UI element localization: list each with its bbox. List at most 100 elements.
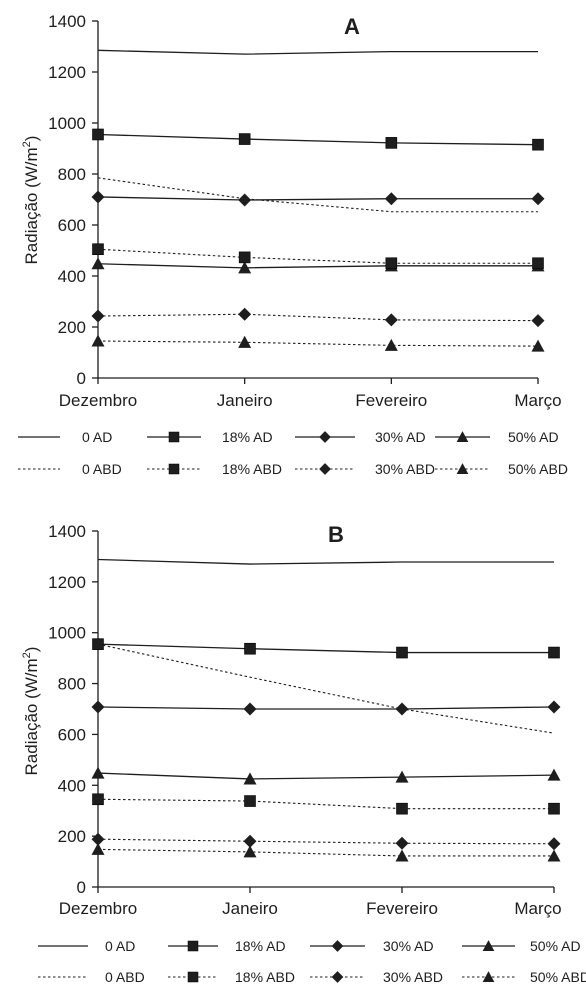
legend-item-50pct-abd: 50% ABD [435,461,568,477]
series-0-ad [97,49,538,55]
legend-marker-swatch [482,940,495,951]
series-50pct-abd [91,842,561,862]
legend-marker-swatch [187,940,199,952]
y-axis-ticks: 0 200 400 600 800 1000 1200 1400 [48,522,98,897]
data-point-50pct-ad [91,257,105,270]
data-point-50pct-abd [243,845,257,858]
x-tick-label: Dezembro [59,899,137,918]
series-line-18pct-ad [97,643,554,654]
legend-label: 0 ABD [82,461,122,477]
y-axis-label: Radiação (W/m2) [21,647,41,776]
y-axis-label-end: ) [22,647,41,653]
data-point-30pct-ad [238,193,252,207]
series-line-50pct-abd [97,340,539,347]
data-point-50pct-ad [91,766,105,779]
data-point-50pct-ad [547,768,561,781]
data-point-18pct-abd [238,251,251,264]
y-tick-label: 200 [58,827,86,846]
y-tick-label: 1000 [48,114,86,133]
legend-label: 50% AD [508,429,559,445]
y-tick-label: 1400 [48,522,86,541]
y-axis-label-end: ) [22,136,41,142]
y-tick-label: 0 [77,369,86,388]
legend-item-18pct-ad: 18% AD [147,429,273,445]
legend-label: 50% AD [530,938,581,954]
legend-label: 0 AD [82,429,112,445]
series-line-50pct-abd [97,848,554,857]
y-axis-label-main: Radiação (W/m [22,147,41,264]
y-axis-label-superscript: 2 [21,141,33,147]
legend-label: 30% ABD [383,969,443,985]
series-0-abd [97,177,538,213]
legend-item-0-abd: 0 ABD [18,461,122,477]
series-line-0-ad [97,558,554,565]
data-point-30pct-ad [384,192,398,206]
data-point-18pct-abd [532,257,544,270]
legend-item-50pct-ad: 50% AD [435,429,559,445]
legend-item-30pct-ad: 30% AD [310,938,434,954]
legend-marker-swatch [456,431,469,442]
data-point-18pct-ad [92,128,104,141]
data-point-50pct-abd [91,842,105,855]
data-point-30pct-abd [384,313,398,327]
legend-label: 30% AD [375,429,426,445]
series-line-18pct-abd [97,248,538,264]
legend-item-18pct-abd: 18% ABD [168,969,295,985]
data-point-18pct-ad [385,137,398,149]
y-tick-label: 1200 [48,63,86,82]
plot-area [91,558,561,862]
data-point-18pct-ad [532,138,544,151]
x-tick-label: Janeiro [222,899,278,918]
series-30pct-ad [91,190,545,207]
legend-marker-swatch [331,971,344,983]
y-tick-label: 400 [58,267,86,286]
x-axis-ticks: Dezembro Janeiro Fevereiro Março [59,378,562,410]
y-tick-label: 200 [58,318,86,337]
legend-label: 18% AD [222,429,273,445]
x-tick-label: Fevereiro [355,391,427,410]
data-point-18pct-abd [385,257,398,270]
data-point-30pct-abd [243,834,257,848]
chart-panel-b: B Radiação (W/m2) 0 200 400 600 800 1000 1200 1… [21,522,586,985]
legend-marker-swatch [331,940,344,952]
y-tick-label: 1400 [48,12,86,31]
x-tick-label: Março [514,391,561,410]
y-tick-label: 1000 [48,624,86,643]
legend-marker-swatch [482,971,495,982]
data-point-30pct-abd [395,836,409,850]
legend-label: 18% ABD [222,461,282,477]
data-point-50pct-abd [238,335,252,348]
y-axis-label-main: Radiação (W/m [22,658,41,775]
legend-marker-swatch [168,463,180,475]
data-point-30pct-abd [91,832,105,846]
x-tick-label: Fevereiro [366,899,438,918]
legend-marker-swatch [319,463,331,475]
data-point-30pct-ad [91,700,105,714]
plot-area [91,49,545,352]
legend-item-18pct-abd: 18% ABD [147,461,282,477]
data-point-50pct-abd [395,849,409,862]
legend-marker-swatch [187,971,199,983]
chart-title: A [344,14,360,39]
y-tick-label: 800 [58,165,86,184]
data-point-30pct-abd [238,307,252,321]
legend-item-0-ad: 0 AD [18,429,112,445]
legend-label: 50% ABD [508,461,568,477]
y-axis-ticks: 0 200 400 600 800 1000 1200 1400 [48,12,98,388]
legend-label: 30% AD [383,938,434,954]
data-point-30pct-abd [91,309,105,323]
chart-panel-a: A Radiação (W/m2) 0 200 400 600 800 1000 1200 1… [18,12,568,477]
legend-label: 18% ABD [235,969,295,985]
series-line-50pct-ad [97,263,538,269]
data-point-30pct-ad [531,192,545,206]
legend-label: 18% AD [235,938,286,954]
data-point-50pct-abd [531,339,545,352]
data-point-18pct-abd [548,802,560,815]
data-point-30pct-abd [531,314,545,328]
y-tick-label: 600 [58,725,86,744]
legend-item-18pct-ad: 18% AD [168,938,286,954]
data-point-50pct-ad [238,261,252,274]
series-line-18pct-ad [97,133,539,146]
